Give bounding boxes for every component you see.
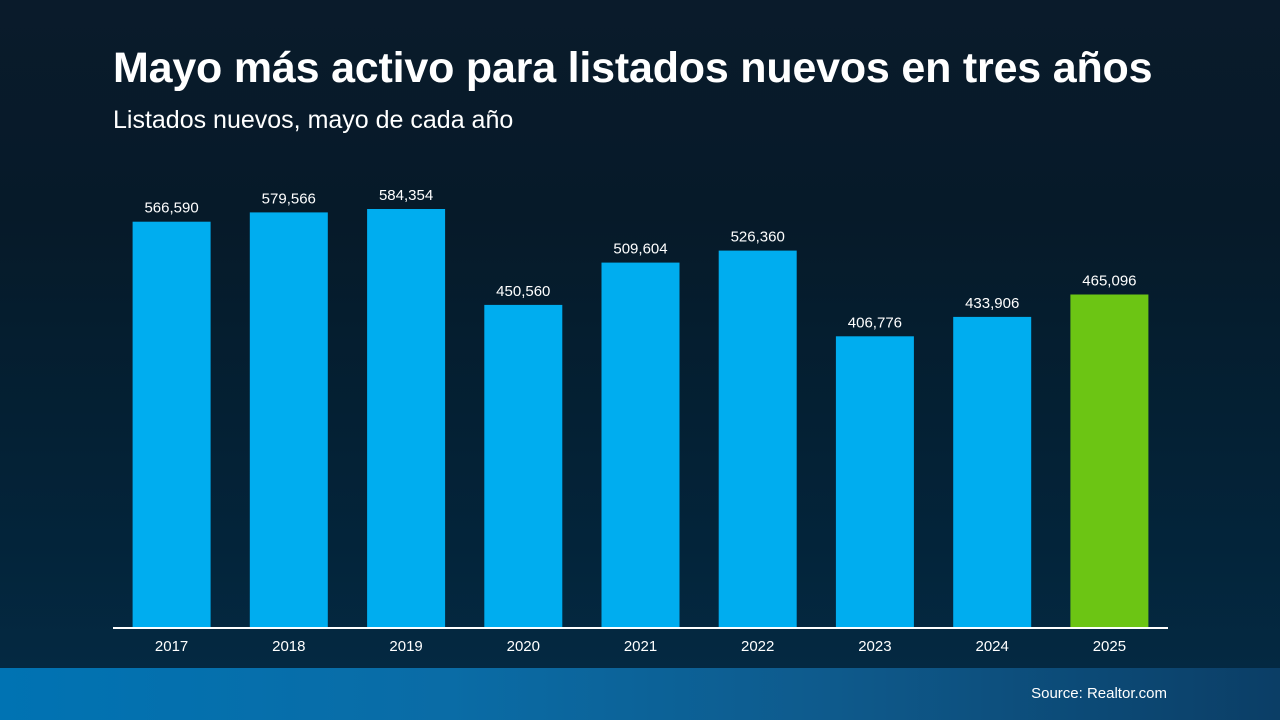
bar-2022	[718, 250, 797, 628]
x-tick-label-2017: 2017	[155, 638, 188, 655]
data-label-2024: 433,906	[965, 295, 1019, 312]
data-label-2022: 526,360	[731, 229, 785, 246]
data-label-2021: 509,604	[613, 241, 667, 258]
bar-2025	[1070, 294, 1149, 628]
bar-2018	[249, 212, 328, 628]
data-label-2025: 465,096	[1082, 273, 1136, 290]
x-tick-label-2020: 2020	[507, 638, 540, 655]
bar-chart: 566,590 2017 579,566 2018 584,354 2019 450,560…	[132, 187, 1149, 655]
bar-2017	[132, 221, 211, 628]
chart-subtitle: Listados nuevos, mayo de cada año	[113, 106, 514, 134]
data-label-2019: 584,354	[379, 187, 433, 204]
source-note: Source: Realtor.com	[1031, 685, 1167, 702]
x-tick-label-2022: 2022	[741, 638, 774, 655]
data-label-2023: 406,776	[848, 314, 902, 331]
bar-2023	[835, 336, 914, 628]
x-tick-label-2024: 2024	[976, 638, 1009, 655]
x-tick-label-2021: 2021	[624, 638, 657, 655]
chart-title: Mayo más activo para listados nuevos en …	[113, 44, 1153, 92]
bar-2021	[601, 262, 680, 628]
x-tick-label-2019: 2019	[389, 638, 422, 655]
x-tick-label-2023: 2023	[858, 638, 891, 655]
bar-2019	[367, 209, 446, 628]
data-label-2018: 579,566	[262, 190, 316, 207]
x-tick-label-2025: 2025	[1093, 638, 1126, 655]
footer-band	[0, 668, 1280, 720]
data-label-2017: 566,590	[144, 200, 198, 217]
bar-2024	[953, 316, 1032, 628]
bar-2020	[484, 304, 563, 628]
data-label-2020: 450,560	[496, 283, 550, 300]
x-tick-label-2018: 2018	[272, 638, 305, 655]
